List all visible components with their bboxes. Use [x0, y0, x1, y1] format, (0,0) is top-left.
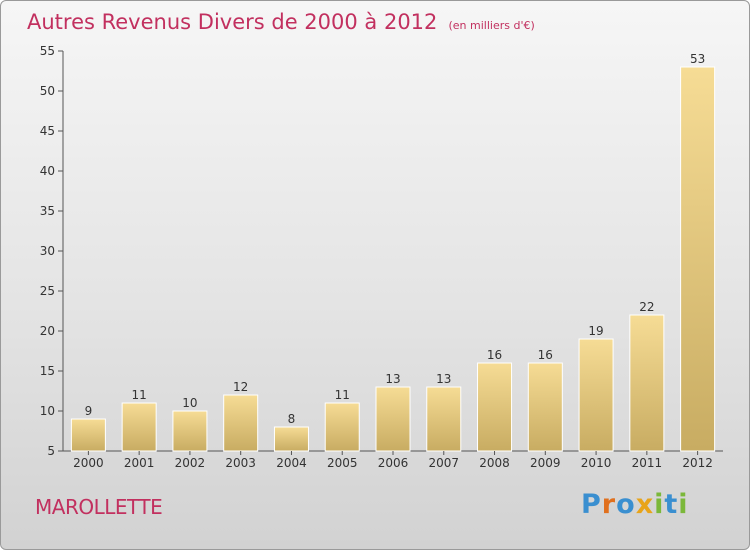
bar-value-label: 11: [335, 388, 350, 402]
y-tick-label: 25: [40, 284, 55, 298]
logo-letter: i: [678, 489, 689, 520]
y-tick-label: 30: [40, 244, 55, 258]
bar-value-label: 8: [288, 412, 296, 426]
y-tick-label: 15: [40, 364, 55, 378]
logo-letter: x: [635, 489, 655, 520]
y-tick-label: 10: [40, 404, 55, 418]
bar-value-label: 11: [132, 388, 147, 402]
bar: [324, 402, 360, 452]
title-text: Autres Revenus Divers de 2000 à 2012: [27, 10, 438, 34]
bar: [375, 386, 411, 452]
logo-letter: r: [601, 489, 617, 520]
bar-value-label: 9: [85, 404, 93, 418]
title-unit: (en milliers d'€): [448, 19, 535, 32]
bar: [629, 314, 665, 452]
x-tick-label: 2009: [530, 456, 561, 470]
bar: [121, 402, 157, 452]
y-tick-label: 50: [40, 84, 55, 98]
bar: [172, 410, 208, 452]
bar-value-label: 16: [538, 348, 553, 362]
x-tick-label: 2004: [276, 456, 307, 470]
x-tick-label: 2012: [682, 456, 713, 470]
y-tick-label: 45: [40, 124, 55, 138]
bar: [680, 66, 716, 452]
x-tick-label: 2000: [73, 456, 104, 470]
x-tick-label: 2007: [428, 456, 459, 470]
x-tick-label: 2011: [632, 456, 663, 470]
bar-value-label: 12: [233, 380, 248, 394]
bar: [477, 362, 513, 452]
y-tick-label: 35: [40, 204, 55, 218]
bar-value-label: 13: [436, 372, 451, 386]
bar-value-label: 16: [487, 348, 502, 362]
bar: [426, 386, 462, 452]
bar: [527, 362, 563, 452]
y-tick-label: 20: [40, 324, 55, 338]
x-tick-label: 2010: [581, 456, 612, 470]
x-tick-label: 2008: [479, 456, 510, 470]
bar: [70, 418, 106, 452]
x-tick-label: 2006: [378, 456, 409, 470]
logo-letter: o: [616, 489, 636, 520]
bar-value-label: 22: [639, 300, 654, 314]
commune-name: MAROLLETTE: [35, 495, 163, 519]
logo-letter: P: [581, 489, 602, 520]
bar-value-label: 53: [690, 52, 705, 66]
bar: [578, 338, 614, 452]
logo-letter: t: [664, 489, 679, 520]
bar-value-label: 19: [588, 324, 603, 338]
bar: [223, 394, 259, 452]
y-tick-label: 5: [47, 444, 55, 458]
x-tick-label: 2002: [175, 456, 206, 470]
bar-value-label: 10: [182, 396, 197, 410]
bar-value-label: 13: [385, 372, 400, 386]
logo-letter: i: [654, 489, 665, 520]
y-tick-label: 55: [40, 44, 55, 58]
x-tick-label: 2003: [225, 456, 256, 470]
chart-title: Autres Revenus Divers de 2000 à 2012 (en…: [27, 10, 535, 34]
bar: [273, 426, 309, 452]
y-tick-label: 40: [40, 164, 55, 178]
x-tick-label: 2001: [124, 456, 155, 470]
x-tick-label: 2005: [327, 456, 358, 470]
proxiti-logo: Proxiti: [581, 489, 689, 520]
